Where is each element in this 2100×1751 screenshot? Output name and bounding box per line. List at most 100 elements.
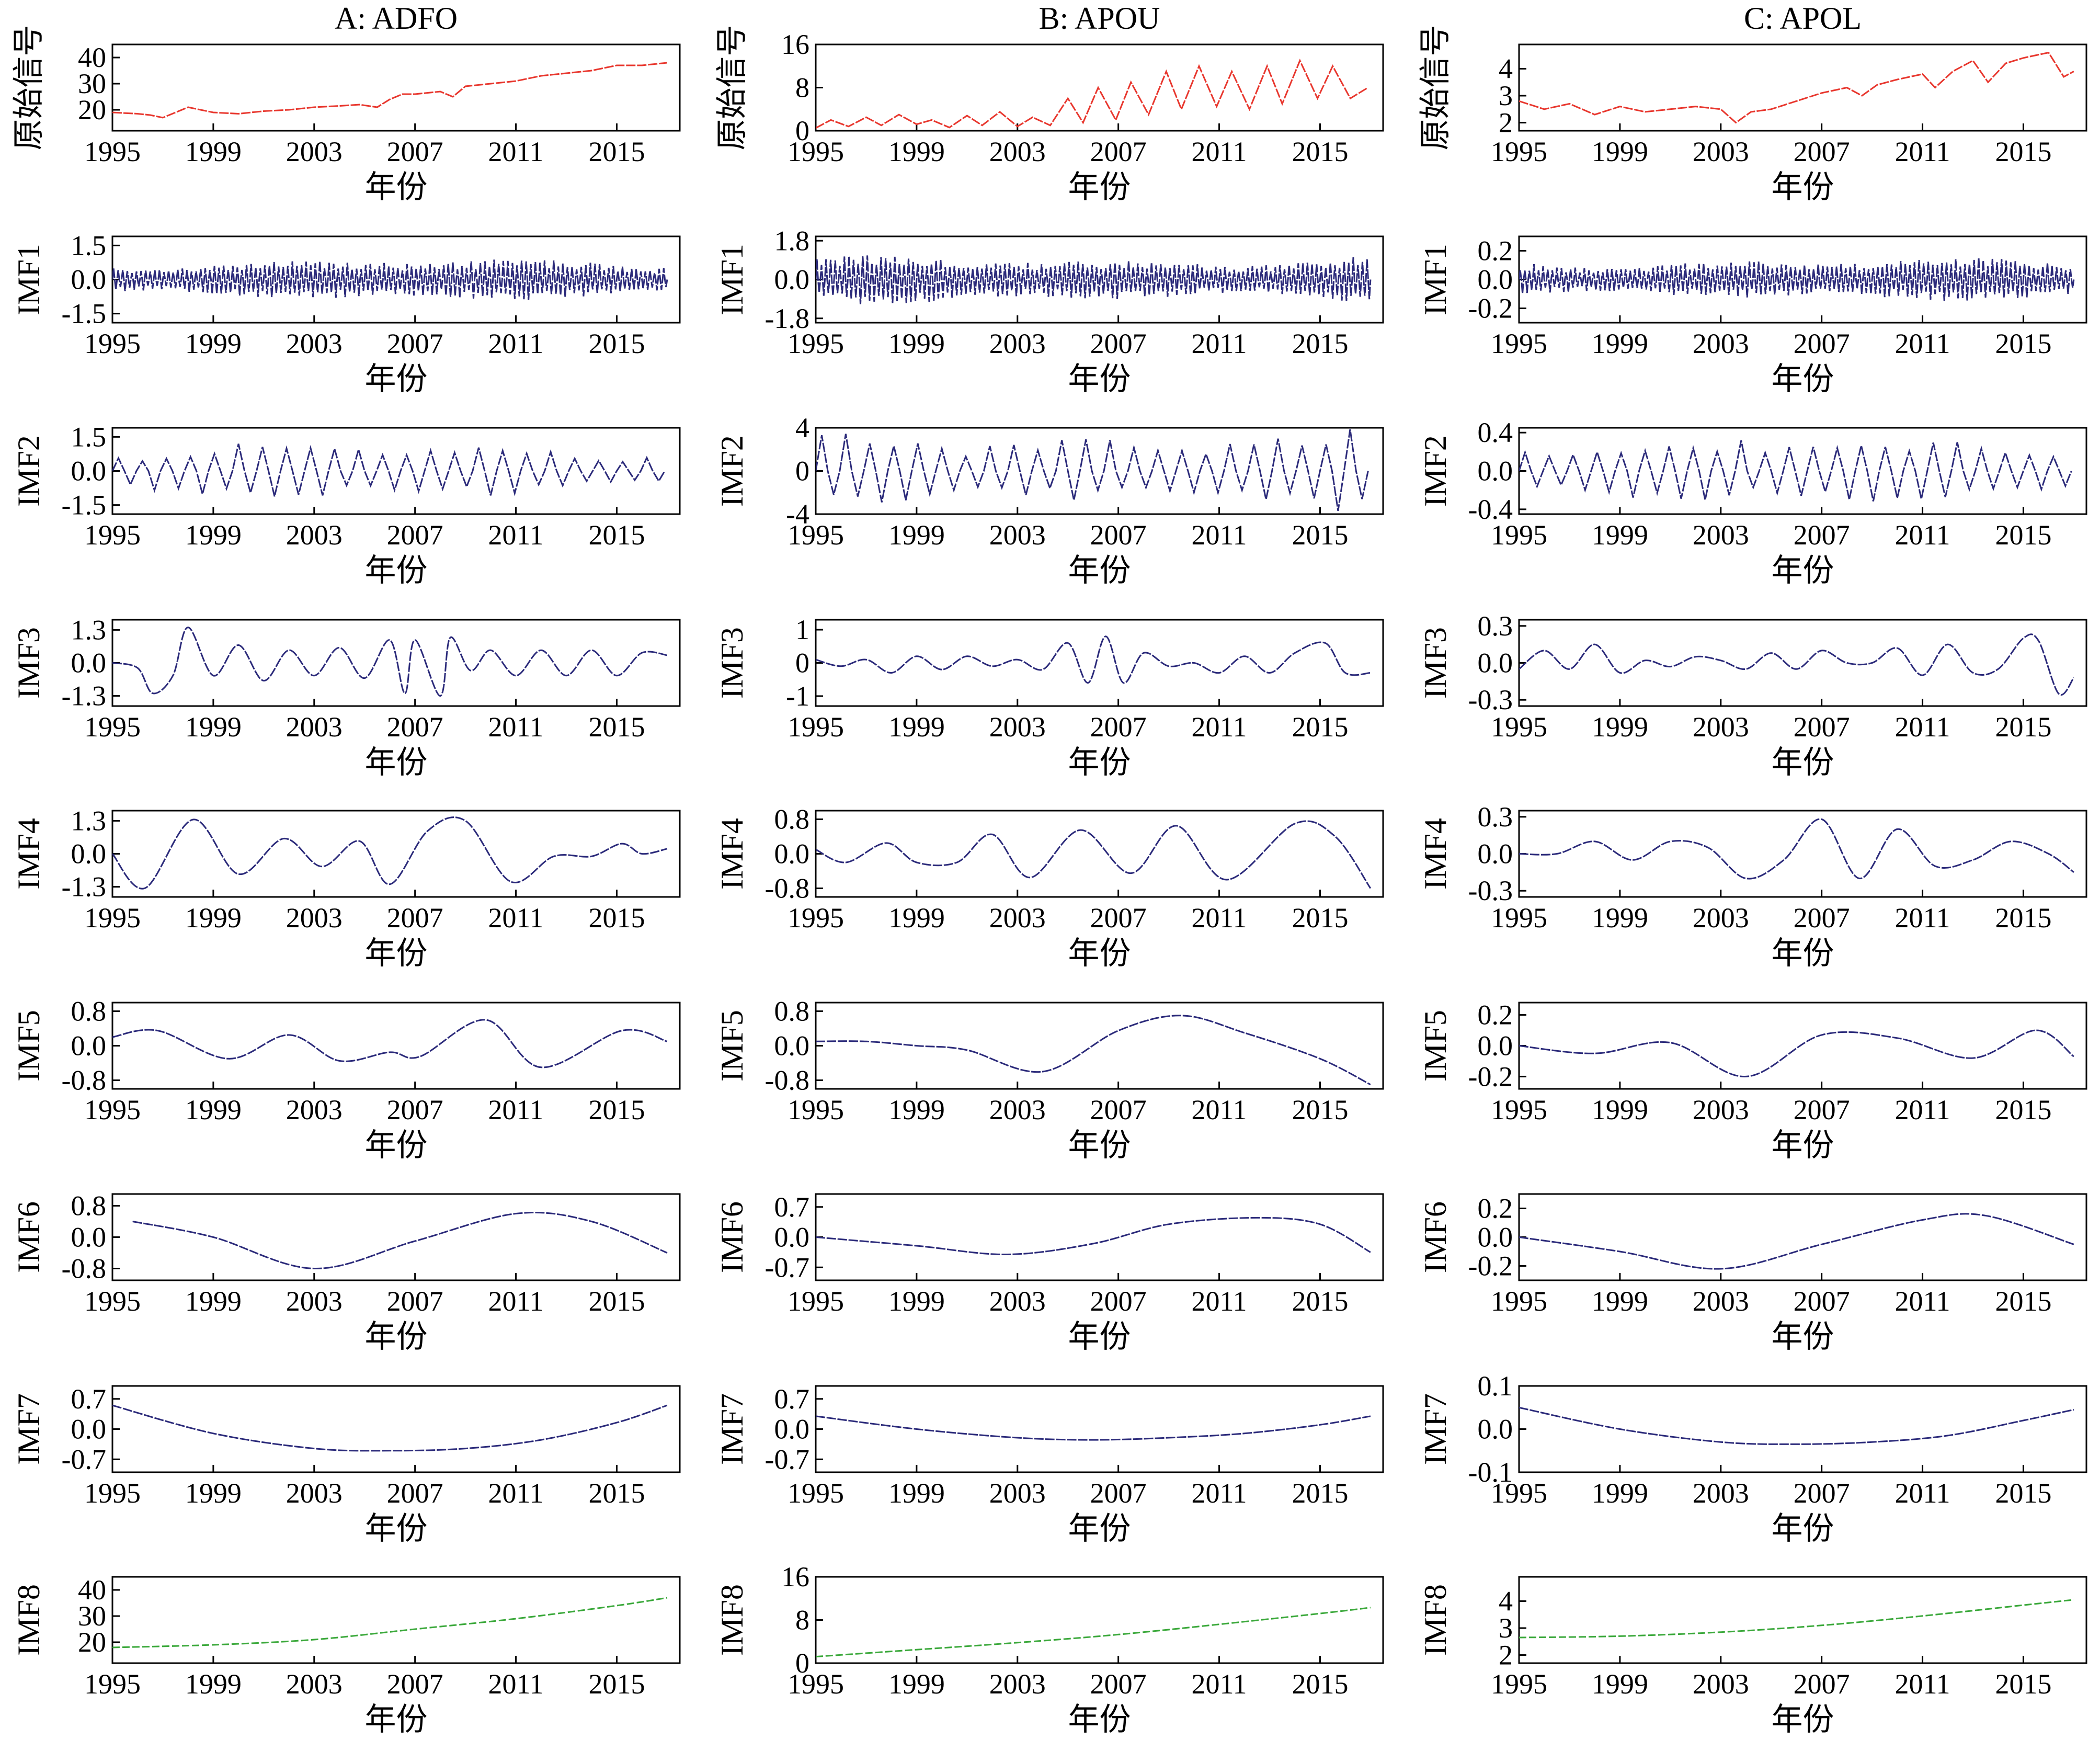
x-tick-label: 2011	[488, 328, 544, 359]
x-axis-label: 年份	[1772, 1702, 1834, 1737]
x-tick-label: 2015	[1292, 902, 1348, 934]
x-tick-label: 1999	[888, 1094, 945, 1125]
subplot: 1995 1999 2003 2007 2011 2015 年份 234 原始信号	[1418, 25, 2087, 204]
x-tick-label: 2011	[1895, 1094, 1950, 1125]
y-tick-label: -0.3	[1468, 684, 1513, 715]
x-tick-label: 2007	[1090, 1286, 1147, 1317]
y-tick-label: 0.0	[774, 1222, 810, 1253]
x-tick-label: 1995	[84, 711, 141, 743]
x-tick-label: 2003	[286, 1286, 343, 1317]
y-tick-label: -1.5	[62, 298, 106, 329]
y-tick-label: 0.0	[774, 1030, 810, 1062]
x-tick-label: 2003	[989, 519, 1046, 551]
x-tick-label: 1999	[185, 1094, 242, 1125]
x-tick-label: 2015	[1292, 1477, 1348, 1509]
y-tick-label: -1.8	[765, 303, 809, 334]
x-tick-label: 1999	[185, 328, 242, 359]
y-tick-label: 0	[795, 456, 809, 487]
x-tick-label: 2011	[1895, 1668, 1950, 1700]
series-line	[1519, 633, 2075, 696]
series-line	[816, 59, 1368, 129]
y-tick-label: 0.0	[71, 647, 107, 679]
x-tick-label: 2015	[1292, 136, 1348, 167]
y-tick-label: 0.0	[71, 838, 107, 870]
y-tick-label: 3	[1499, 1612, 1513, 1644]
y-tick-label: 0.7	[774, 1383, 810, 1415]
y-tick-label: 0.0	[71, 456, 107, 487]
plot-frame	[111, 1002, 681, 1090]
series-line	[816, 429, 1369, 511]
plot-frame	[815, 1385, 1384, 1473]
subplot: 1995 1999 2003 2007 2011 2015 年份 0 8 16 原始信号	[715, 25, 1384, 204]
x-tick-label: 2015	[588, 1286, 645, 1317]
y-tick-label: -1.3	[62, 871, 106, 903]
y-tick-label: 16	[781, 29, 809, 60]
y-tick-label: 0.0	[1478, 264, 1513, 295]
x-tick-label: 2007	[1794, 519, 1850, 551]
y-tick-label: -0.7	[62, 1443, 106, 1475]
x-tick-label: 1999	[185, 519, 242, 551]
series-line	[816, 1015, 1371, 1086]
x-tick-label: 2007	[387, 1286, 443, 1317]
x-tick-label: 1995	[788, 902, 844, 934]
y-tick-label: 30	[78, 1600, 106, 1632]
y-tick-label: 0.0	[1478, 1414, 1513, 1445]
y-axis-label: IMF8	[715, 1584, 749, 1656]
x-tick-label: 2011	[1895, 519, 1950, 551]
x-tick-label: 2015	[1995, 1668, 2051, 1700]
y-axis-label: IMF7	[12, 1393, 46, 1465]
x-axis-label: 年份	[1068, 1128, 1131, 1163]
y-axis-label: IMF7	[1418, 1393, 1453, 1465]
x-tick-label: 1995	[1491, 1094, 1547, 1125]
x-tick-label: 1999	[888, 1668, 945, 1700]
y-tick-label: 0	[795, 647, 809, 679]
x-tick-label: 2015	[1995, 136, 2051, 167]
subplot: 1995 1999 2003 2007 2011 2015 年份 0.80.0-0.8 IMF5	[12, 996, 681, 1163]
y-tick-label: -0.8	[765, 1065, 809, 1096]
series-line	[816, 820, 1372, 889]
series-line	[112, 627, 668, 697]
plot-frame	[1518, 43, 2087, 132]
x-tick-label: 2003	[1693, 902, 1749, 934]
x-tick-label: 2011	[1895, 136, 1950, 167]
x-tick-label: 2003	[989, 328, 1046, 359]
subplot: 1995 1999 2003 2007 2011 2015 年份 0.4 0.0 -0.4 IMF2	[1418, 417, 2087, 588]
x-tick-label: 1995	[84, 328, 141, 359]
x-tick-label: 2015	[588, 136, 645, 167]
x-axis-label: 年份	[1772, 745, 1834, 780]
series-line	[816, 1216, 1371, 1256]
y-tick-label: 0.2	[1478, 235, 1513, 267]
column-title: A: ADFO	[335, 1, 458, 36]
x-axis-label: 年份	[1772, 170, 1834, 204]
x-tick-label: 2007	[387, 1668, 443, 1700]
plot-frame	[111, 810, 681, 898]
x-axis-label: 年份	[1068, 170, 1131, 204]
plot-frame	[815, 43, 1384, 132]
plot-frame	[1518, 427, 2087, 515]
y-tick-label: -0.8	[62, 1253, 106, 1284]
y-axis-label: IMF3	[715, 627, 749, 699]
x-tick-label: 2007	[1794, 328, 1850, 359]
x-tick-label: 2003	[989, 136, 1046, 167]
x-tick-label: 1995	[1491, 136, 1547, 167]
x-tick-label: 2003	[1693, 711, 1749, 743]
x-axis-label: 年份	[365, 362, 428, 396]
y-axis-label: 原始信号	[1418, 25, 1453, 151]
x-tick-label: 1995	[84, 1094, 141, 1125]
x-tick-label: 2011	[488, 902, 544, 934]
subplot: 1995 1999 2003 2007 2011 2015 年份 0 8 16 IMF8	[715, 1561, 1384, 1737]
y-axis-label: IMF4	[12, 818, 46, 890]
x-tick-label: 1995	[788, 136, 844, 167]
series-line	[1519, 51, 2074, 124]
x-tick-label: 2007	[1794, 1477, 1850, 1509]
x-axis-label: 年份	[1068, 362, 1131, 396]
x-tick-label: 1995	[788, 1286, 844, 1317]
y-tick-label: 0.0	[1478, 838, 1513, 870]
x-tick-label: 1999	[1592, 328, 1648, 359]
x-tick-label: 1995	[788, 328, 844, 359]
y-tick-label: 8	[795, 1605, 809, 1636]
x-tick-label: 2007	[1090, 1477, 1147, 1509]
x-tick-label: 2003	[1693, 519, 1749, 551]
x-tick-label: 2003	[989, 1286, 1046, 1317]
x-axis-label: 年份	[1068, 553, 1131, 588]
